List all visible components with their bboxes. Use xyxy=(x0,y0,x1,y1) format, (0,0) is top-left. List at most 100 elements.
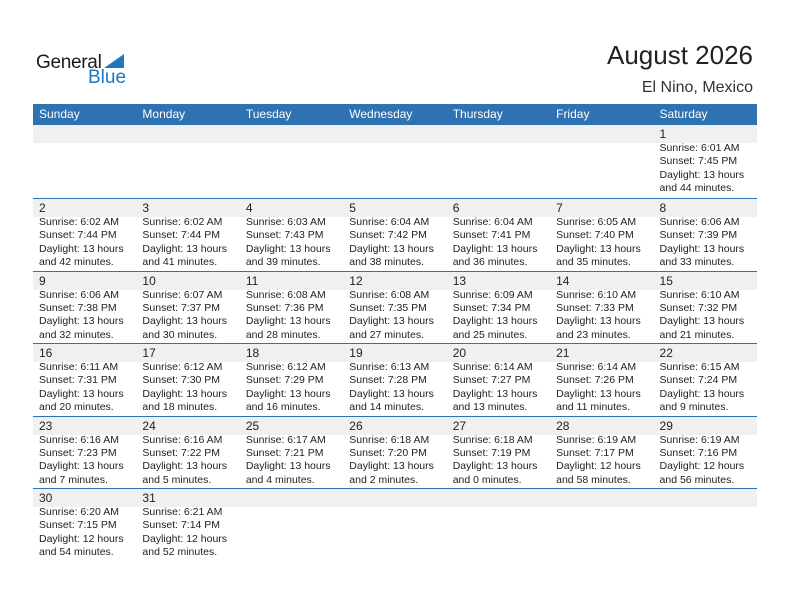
sunrise-text: Sunrise: 6:18 AM xyxy=(452,433,533,446)
day-number: 31 xyxy=(142,491,156,505)
day-cell: 17 Sunrise: 6:12 AM Sunset: 7:30 PM Dayligh… xyxy=(136,344,239,416)
daylight-minutes-text: and 38 minutes. xyxy=(349,256,424,269)
sunset-text: Sunset: 7:40 PM xyxy=(556,229,634,242)
sunset-text: Sunset: 7:34 PM xyxy=(452,301,531,314)
sunset-text: Sunset: 7:39 PM xyxy=(659,229,738,242)
weekday-tuesday: Tuesday xyxy=(245,107,292,121)
sunset-text: Sunset: 7:41 PM xyxy=(452,229,531,242)
daylight-text: Daylight: 12 hours xyxy=(142,532,228,545)
day-number: 13 xyxy=(452,273,467,288)
daylight-text: Daylight: 13 hours xyxy=(39,242,124,255)
week-row: 23 Sunrise: 6:16 AM Sunset: 7:23 PM Dayligh… xyxy=(33,415,757,489)
daylight-text: Daylight: 13 hours xyxy=(452,387,538,400)
week-row: 16 Sunrise: 6:11 AM Sunset: 7:31 PM Dayligh… xyxy=(33,343,757,416)
day-cell: 14 Sunrise: 6:10 AM Sunset: 7:33 PM Dayligh… xyxy=(550,272,653,344)
sunrise-text: Sunrise: 6:14 AM xyxy=(452,361,533,373)
daylight-minutes-text: and 27 minutes. xyxy=(349,328,424,341)
day-number: 16 xyxy=(39,346,53,360)
empty-cell xyxy=(447,489,550,561)
empty-cell xyxy=(654,489,757,561)
daylight-minutes-text: and 42 minutes. xyxy=(39,256,114,269)
location: El Nino, Mexico xyxy=(641,79,753,96)
daylight-text: Daylight: 13 hours xyxy=(142,387,228,400)
sunrise-text: Sunrise: 6:02 AM xyxy=(39,216,119,228)
empty-cell xyxy=(343,489,446,561)
daylight-minutes-text: and 58 minutes. xyxy=(556,473,631,486)
day-number: 10 xyxy=(142,273,156,288)
sunrise-text: Sunrise: 6:16 AM xyxy=(39,433,119,446)
daylight-text: Daylight: 13 hours xyxy=(349,387,434,400)
day-cell: 10 Sunrise: 6:07 AM Sunset: 7:37 PM Dayligh… xyxy=(136,272,239,344)
daylight-minutes-text: and 18 minutes. xyxy=(142,401,218,414)
sunset-text: Sunset: 7:27 PM xyxy=(452,374,531,387)
sunrise-text: Sunrise: 6:08 AM xyxy=(245,288,326,301)
logo-triangle-icon xyxy=(104,54,124,68)
sunrise-text: Sunrise: 6:12 AM xyxy=(142,361,223,373)
sunset-text: Sunset: 7:42 PM xyxy=(349,229,427,242)
daylight-text: Daylight: 13 hours xyxy=(39,460,124,473)
day-cell: 9 Sunrise: 6:06 AM Sunset: 7:38 PM Daylight… xyxy=(33,272,136,344)
day-number: 24 xyxy=(142,418,156,433)
day-number: 29 xyxy=(659,418,673,433)
daylight-text: Daylight: 13 hours xyxy=(142,242,228,255)
daylight-text: Daylight: 13 hours xyxy=(659,242,745,255)
daylight-text: Daylight: 13 hours xyxy=(349,460,434,473)
sunset-text: Sunset: 7:29 PM xyxy=(245,374,324,387)
sunrise-text: Sunrise: 6:07 AM xyxy=(142,288,223,301)
sunset-text: Sunset: 7:36 PM xyxy=(245,301,324,314)
weekday-saturday: Saturday xyxy=(659,107,708,121)
daylight-minutes-text: and 56 minutes. xyxy=(659,473,735,486)
daylight-text: Daylight: 13 hours xyxy=(349,315,434,328)
sunset-text: Sunset: 7:17 PM xyxy=(556,446,634,459)
sunrise-text: Sunrise: 6:16 AM xyxy=(142,433,223,446)
day-number: 1 xyxy=(659,127,667,141)
daylight-text: Daylight: 13 hours xyxy=(452,242,538,255)
sunrise-text: Sunrise: 6:08 AM xyxy=(349,288,430,301)
day-number: 5 xyxy=(349,201,356,215)
weekday-thursday: Thursday xyxy=(452,107,503,121)
day-number: 7 xyxy=(556,201,563,215)
sunrise-text: Sunrise: 6:18 AM xyxy=(349,433,430,446)
day-cell: 16 Sunrise: 6:11 AM Sunset: 7:31 PM Dayligh… xyxy=(33,344,136,416)
calendar-grid: 1 Sunrise: 6:01 AM Sunset: 7:45 PM Daylight… xyxy=(33,125,757,561)
sunset-text: Sunset: 7:44 PM xyxy=(142,229,221,242)
day-number: 4 xyxy=(245,201,253,215)
daylight-text: Daylight: 13 hours xyxy=(142,315,228,328)
day-cell: 13 Sunrise: 6:09 AM Sunset: 7:34 PM Dayligh… xyxy=(447,272,550,344)
sunset-text: Sunset: 7:35 PM xyxy=(349,301,427,314)
daylight-text: Daylight: 12 hours xyxy=(556,460,641,473)
sunrise-text: Sunrise: 6:12 AM xyxy=(245,361,326,373)
sunset-text: Sunset: 7:44 PM xyxy=(39,229,117,242)
daylight-minutes-text: and 16 minutes. xyxy=(245,401,321,414)
day-cell: 29 Sunrise: 6:19 AM Sunset: 7:16 PM Dayligh… xyxy=(654,417,757,489)
daylight-text: Daylight: 13 hours xyxy=(556,387,641,400)
daylight-minutes-text: and 41 minutes. xyxy=(142,256,218,269)
sunrise-text: Sunrise: 6:04 AM xyxy=(349,216,430,228)
day-cell: 12 Sunrise: 6:08 AM Sunset: 7:35 PM Dayligh… xyxy=(343,272,446,344)
sunrise-text: Sunrise: 6:13 AM xyxy=(349,361,430,373)
daylight-text: Daylight: 13 hours xyxy=(39,387,124,400)
sunrise-text: Sunrise: 6:17 AM xyxy=(245,433,326,446)
daylight-minutes-text: and 28 minutes. xyxy=(245,328,321,341)
daylight-text: Daylight: 12 hours xyxy=(659,460,745,473)
day-cell: 21 Sunrise: 6:14 AM Sunset: 7:26 PM Dayligh… xyxy=(550,344,653,416)
day-cell: 24 Sunrise: 6:16 AM Sunset: 7:22 PM Dayligh… xyxy=(136,417,239,489)
sunset-text: Sunset: 7:38 PM xyxy=(39,301,117,314)
sunrise-text: Sunrise: 6:09 AM xyxy=(452,288,533,301)
sunset-text: Sunset: 7:26 PM xyxy=(556,374,634,387)
sunrise-text: Sunrise: 6:15 AM xyxy=(659,361,740,373)
sunset-text: Sunset: 7:21 PM xyxy=(245,446,324,459)
day-cell: 23 Sunrise: 6:16 AM Sunset: 7:23 PM Dayligh… xyxy=(33,417,136,489)
daylight-text: Daylight: 13 hours xyxy=(556,242,641,255)
day-number: 27 xyxy=(452,418,467,433)
daylight-text: Daylight: 13 hours xyxy=(245,315,331,328)
weekday-header: Sunday Monday Tuesday Wednesday Thursday Frid… xyxy=(33,104,757,125)
day-number: 23 xyxy=(39,418,53,433)
day-cell: 15 Sunrise: 6:10 AM Sunset: 7:32 PM Dayligh… xyxy=(654,272,757,344)
day-number: 19 xyxy=(349,346,363,360)
day-number: 12 xyxy=(349,273,363,288)
sunrise-text: Sunrise: 6:01 AM xyxy=(659,142,740,154)
sunrise-text: Sunrise: 6:10 AM xyxy=(556,288,637,301)
daylight-text: Daylight: 13 hours xyxy=(659,315,745,328)
daylight-minutes-text: and 2 minutes. xyxy=(349,473,419,486)
